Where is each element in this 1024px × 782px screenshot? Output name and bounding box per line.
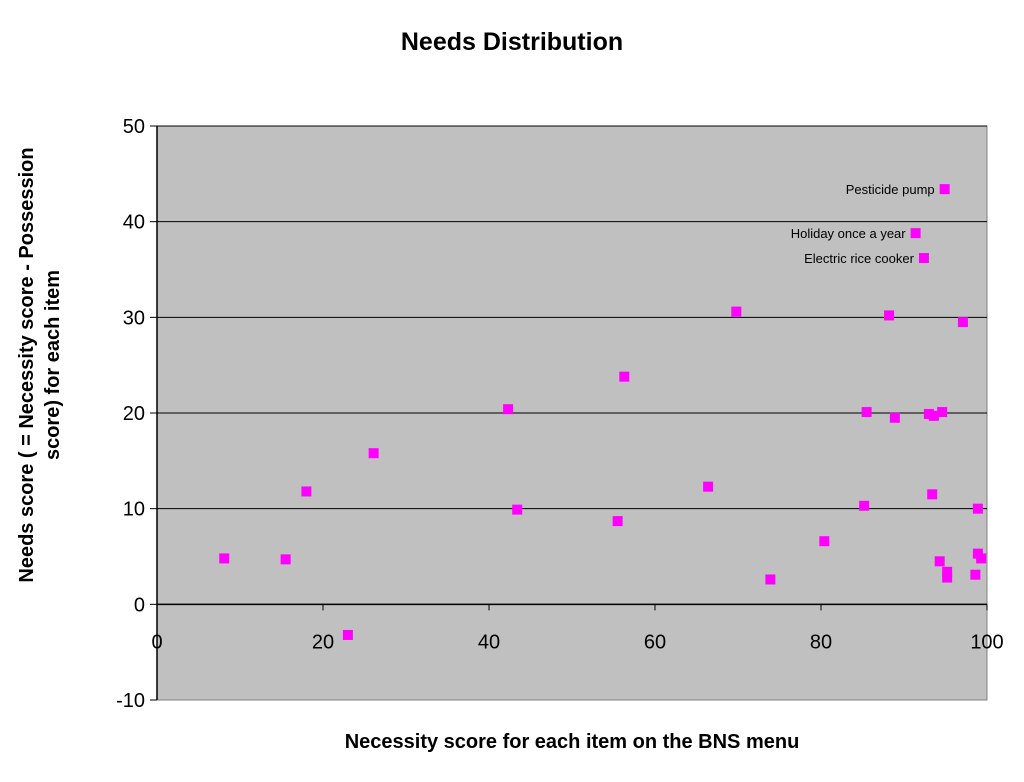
y-tick-label: 0 — [134, 594, 145, 616]
data-point — [280, 554, 291, 565]
data-point — [612, 516, 623, 527]
point-label: Pesticide pump — [846, 182, 935, 197]
y-tick-label: 50 — [123, 116, 145, 138]
data-point — [918, 253, 929, 264]
y-tick-label: -10 — [116, 690, 145, 712]
data-point — [927, 489, 938, 500]
x-tick-label: 40 — [478, 631, 500, 653]
data-point — [731, 306, 742, 317]
data-point — [942, 572, 953, 583]
data-point — [619, 371, 630, 382]
x-tick-label: 80 — [810, 631, 832, 653]
data-point — [957, 317, 968, 328]
point-label: Electric rice cooker — [804, 251, 914, 266]
data-point — [819, 536, 830, 547]
data-point — [861, 407, 872, 418]
x-tick-label: 0 — [151, 631, 162, 653]
data-point — [503, 404, 514, 415]
data-point — [976, 553, 987, 564]
data-point — [512, 504, 523, 515]
data-point — [928, 410, 939, 421]
y-tick-label: 30 — [123, 307, 145, 329]
data-point — [765, 574, 776, 585]
data-point — [937, 407, 948, 418]
data-point — [934, 556, 945, 567]
data-point — [942, 566, 953, 577]
y-tick-label: 40 — [123, 212, 145, 234]
x-axis-label: Necessity score for each item on the BNS… — [344, 731, 800, 753]
data-point — [970, 569, 981, 580]
data-point — [219, 553, 230, 564]
data-point — [910, 228, 921, 239]
data-point — [703, 481, 714, 492]
data-point — [889, 412, 900, 423]
data-point — [884, 310, 895, 321]
chart-title: Needs Distribution — [400, 28, 624, 56]
data-point — [859, 500, 870, 511]
point-label: Holiday once a year — [791, 226, 907, 241]
data-point — [342, 629, 353, 640]
data-point — [368, 448, 379, 459]
data-point — [972, 503, 983, 514]
y-tick-label: 10 — [123, 499, 145, 521]
data-point — [939, 184, 950, 195]
x-tick-label: 20 — [312, 631, 334, 653]
data-point — [301, 486, 312, 497]
x-tick-label: 60 — [644, 631, 666, 653]
y-tick-label: 20 — [123, 403, 145, 425]
x-tick-label: 100 — [970, 631, 1003, 653]
